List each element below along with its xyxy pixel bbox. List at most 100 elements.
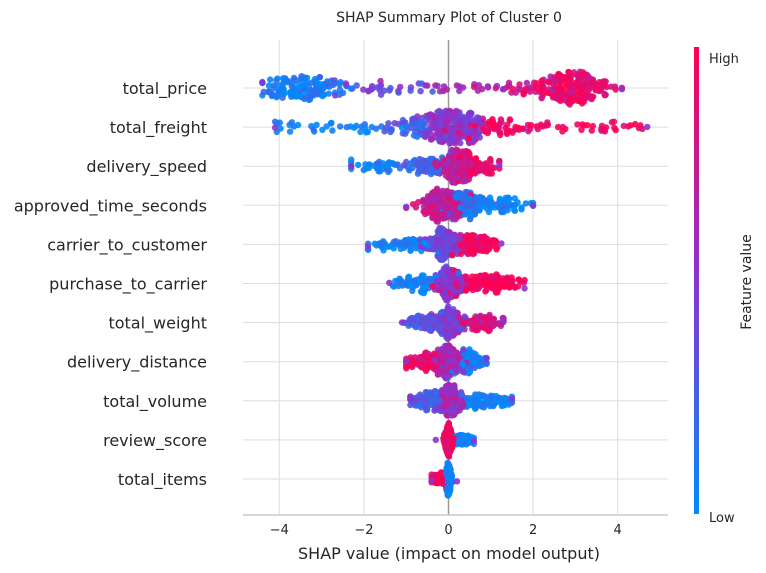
shap-point — [273, 77, 280, 84]
shap-point — [454, 112, 461, 120]
feature-label: delivery_speed — [86, 157, 207, 177]
shap-point — [429, 283, 436, 290]
shap-point — [301, 80, 308, 87]
feature-label: purchase_to_carrier — [49, 275, 207, 295]
shap-point — [443, 263, 450, 270]
shap-point — [432, 388, 439, 395]
shap-point — [438, 359, 446, 367]
shap-point — [276, 119, 283, 126]
shap-point — [390, 238, 397, 246]
shap-point — [453, 173, 460, 180]
shap-point — [445, 348, 453, 356]
shap-point — [454, 134, 462, 141]
shap-point — [362, 165, 369, 172]
shap-point — [459, 172, 466, 179]
shap-point — [578, 100, 586, 107]
shap-point — [306, 93, 314, 100]
shap-point — [463, 273, 470, 280]
shap-point — [490, 401, 497, 408]
shap-point — [485, 242, 492, 249]
shap-point — [602, 124, 610, 131]
shap-point — [475, 82, 483, 89]
shap-point — [376, 240, 384, 247]
shap-point — [459, 280, 466, 288]
feature-label: delivery_distance — [67, 353, 207, 373]
shap-point — [448, 169, 455, 176]
shap-point — [475, 114, 483, 122]
shap-point — [329, 127, 336, 134]
shap-point — [511, 206, 518, 214]
shap-point — [505, 79, 513, 87]
shap-point — [448, 386, 455, 393]
shap-point — [286, 128, 294, 135]
shap-point — [438, 226, 446, 233]
shap-point — [313, 121, 320, 128]
shap-point — [462, 148, 470, 156]
shap-point — [468, 129, 475, 136]
shap-point — [378, 123, 385, 130]
shap-point — [267, 76, 274, 83]
shap-point — [353, 82, 360, 89]
shap-point — [455, 269, 462, 277]
shap-point — [490, 242, 497, 249]
shap-point — [446, 200, 454, 207]
shap-point — [429, 88, 436, 95]
shap-point — [444, 195, 452, 202]
shap-point — [488, 170, 495, 177]
shap-point — [573, 79, 580, 86]
shap-point — [369, 85, 376, 92]
shap-point — [413, 397, 420, 404]
shap-point — [416, 165, 423, 173]
shap-point — [403, 357, 410, 365]
shap-point — [419, 320, 426, 327]
shap-point — [576, 89, 583, 97]
shap-point — [448, 146, 456, 154]
shap-point — [479, 323, 487, 331]
shap-point — [295, 92, 302, 99]
shap-point — [348, 163, 355, 170]
feature-label: carrier_to_customer — [47, 235, 207, 255]
shap-point — [574, 121, 581, 128]
shap-point — [410, 132, 418, 139]
shap-point — [611, 83, 619, 90]
shap-point — [449, 316, 457, 324]
shap-point — [384, 162, 391, 169]
shap-point — [374, 160, 381, 167]
shap-point — [436, 121, 443, 129]
shap-point — [449, 135, 456, 142]
shap-point — [454, 283, 461, 290]
shap-point — [387, 84, 394, 92]
shap-point — [522, 200, 529, 207]
shap-point — [371, 240, 378, 247]
shap-point — [457, 250, 465, 258]
shap-point — [483, 355, 490, 362]
shap-point — [417, 355, 425, 362]
shap-point — [443, 372, 450, 379]
shap-point — [412, 204, 420, 211]
shap-point — [395, 89, 402, 96]
shap-point — [489, 120, 496, 127]
shap-point — [337, 79, 344, 86]
shap-point — [492, 85, 499, 92]
shap-point — [417, 88, 424, 95]
shap-point — [432, 215, 440, 222]
shap-point — [462, 287, 470, 294]
shap-point — [464, 174, 471, 181]
shap-point — [397, 245, 404, 252]
shap-point — [397, 83, 404, 91]
shap-point — [388, 126, 395, 133]
shap-point — [465, 135, 472, 142]
shap-point — [351, 124, 358, 131]
shap-point — [471, 396, 478, 404]
shap-point — [451, 325, 458, 332]
shap-point — [418, 313, 426, 320]
shap-point — [476, 134, 483, 141]
shap-point — [463, 394, 470, 402]
feature-label: approved_time_seconds — [14, 196, 207, 216]
shap-point — [612, 126, 619, 134]
shap-point — [328, 119, 335, 127]
shap-point — [411, 277, 418, 284]
shap-point — [324, 78, 331, 85]
shap-point — [481, 314, 489, 322]
x-tick-label: 0 — [444, 523, 452, 538]
